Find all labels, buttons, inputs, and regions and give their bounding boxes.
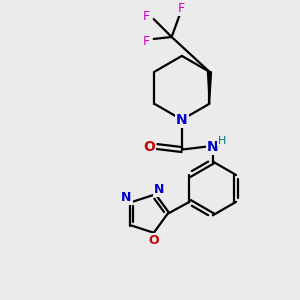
Text: N: N (121, 190, 132, 204)
Text: O: O (148, 234, 159, 247)
Text: F: F (143, 10, 150, 22)
Text: N: N (207, 140, 219, 154)
Text: N: N (176, 113, 188, 127)
Text: O: O (143, 140, 155, 154)
Text: N: N (154, 183, 164, 196)
Text: F: F (178, 2, 185, 15)
Text: F: F (143, 35, 150, 49)
Text: H: H (218, 136, 226, 146)
Polygon shape (208, 72, 212, 104)
